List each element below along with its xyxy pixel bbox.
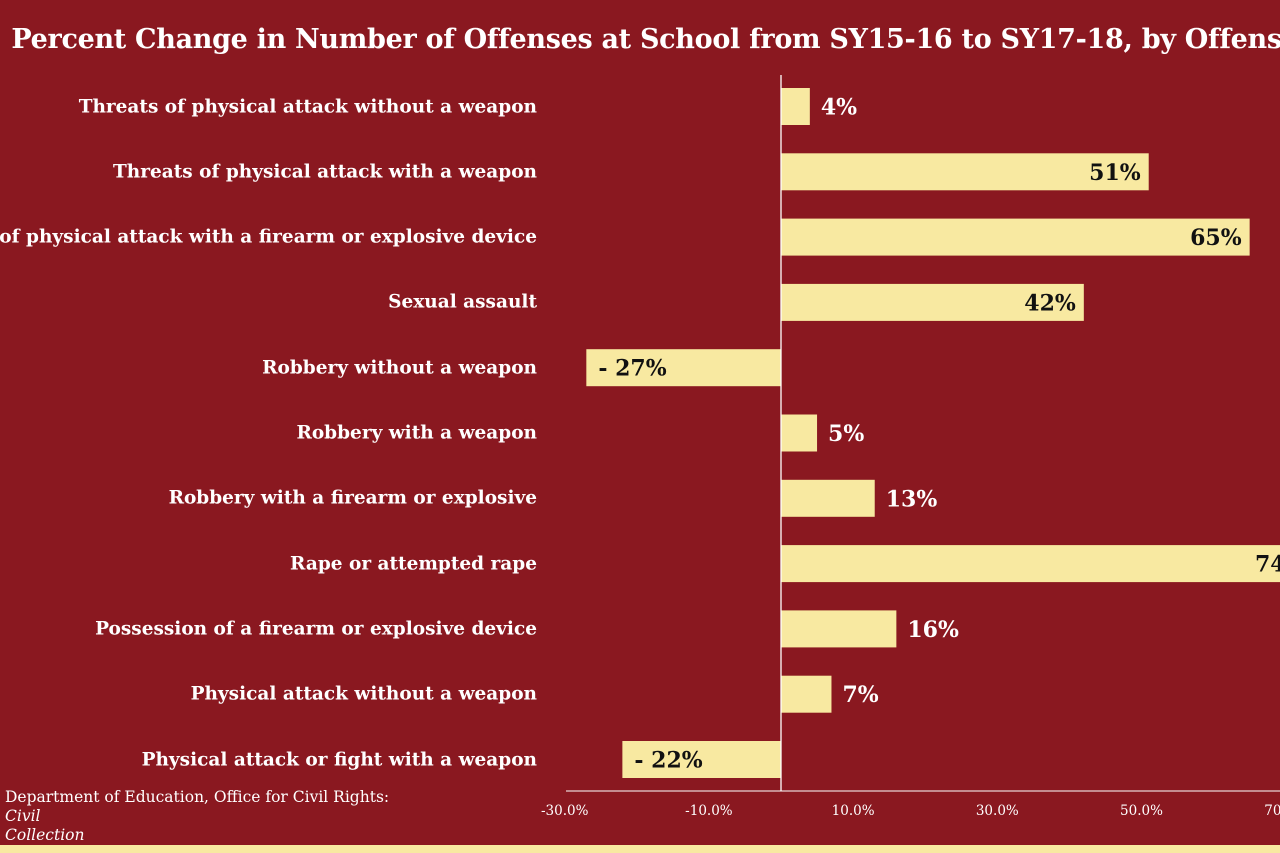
bar	[781, 153, 1149, 191]
category-label: Possession of a firearm or explosive dev…	[95, 618, 537, 640]
bar	[781, 479, 875, 517]
data-label: 51%	[1089, 160, 1141, 186]
source-text: Department of Education, Office for Civi…	[5, 788, 390, 806]
data-label: 4%	[821, 95, 857, 121]
category-label: Threats of physical attack with a weapon	[113, 161, 537, 183]
data-label: 16%	[907, 617, 959, 643]
bar	[781, 283, 1084, 321]
chart-title: Percent Change in Number of Offenses at …	[11, 24, 1280, 55]
data-label: 5%	[828, 421, 864, 447]
category-label: Robbery with a weapon	[296, 422, 537, 444]
category-label: Threats of physical attack without a wea…	[78, 96, 537, 117]
bar	[622, 741, 781, 778]
category-label: Robbery without a weapon	[262, 357, 537, 379]
bar	[781, 88, 810, 125]
data-label: 74%	[1255, 552, 1280, 578]
source-note: Department of Education, Office for Civi…	[5, 788, 425, 845]
source-italic: Civil	[5, 807, 41, 825]
x-tick-label: 70.0%	[1264, 803, 1280, 819]
x-tick-label: 30.0%	[976, 803, 1019, 819]
bar	[781, 218, 1250, 256]
bar	[781, 675, 832, 713]
data-label: 7%	[842, 682, 878, 708]
category-label: Physical attack without a weapon	[190, 683, 537, 705]
bar	[586, 349, 781, 387]
category-label: Threats of physical attack with a firear…	[0, 226, 537, 248]
bar	[781, 610, 897, 648]
bar	[781, 414, 818, 452]
data-label: 65%	[1190, 225, 1242, 251]
source-line2: Collection	[5, 826, 85, 844]
x-tick-label: 10.0%	[832, 803, 875, 819]
bar	[781, 545, 1280, 583]
x-tick-label: -10.0%	[685, 803, 733, 819]
x-tick-label: -30.0%	[541, 803, 589, 819]
category-label: Sexual assault	[388, 291, 537, 313]
data-label: 13%	[886, 486, 938, 512]
data-label: 42%	[1024, 290, 1076, 316]
category-label: Robbery with a firearm or explosive	[168, 487, 537, 509]
category-label: Rape or attempted rape	[290, 553, 537, 575]
data-label: - 27%	[598, 356, 666, 382]
category-labels: Threats of physical attack without a wea…	[0, 0, 537, 845]
category-label: Physical attack or fight with a weapon	[141, 749, 537, 770]
x-tick-label: 50.0%	[1120, 803, 1163, 819]
data-label: - 22%	[634, 748, 702, 774]
